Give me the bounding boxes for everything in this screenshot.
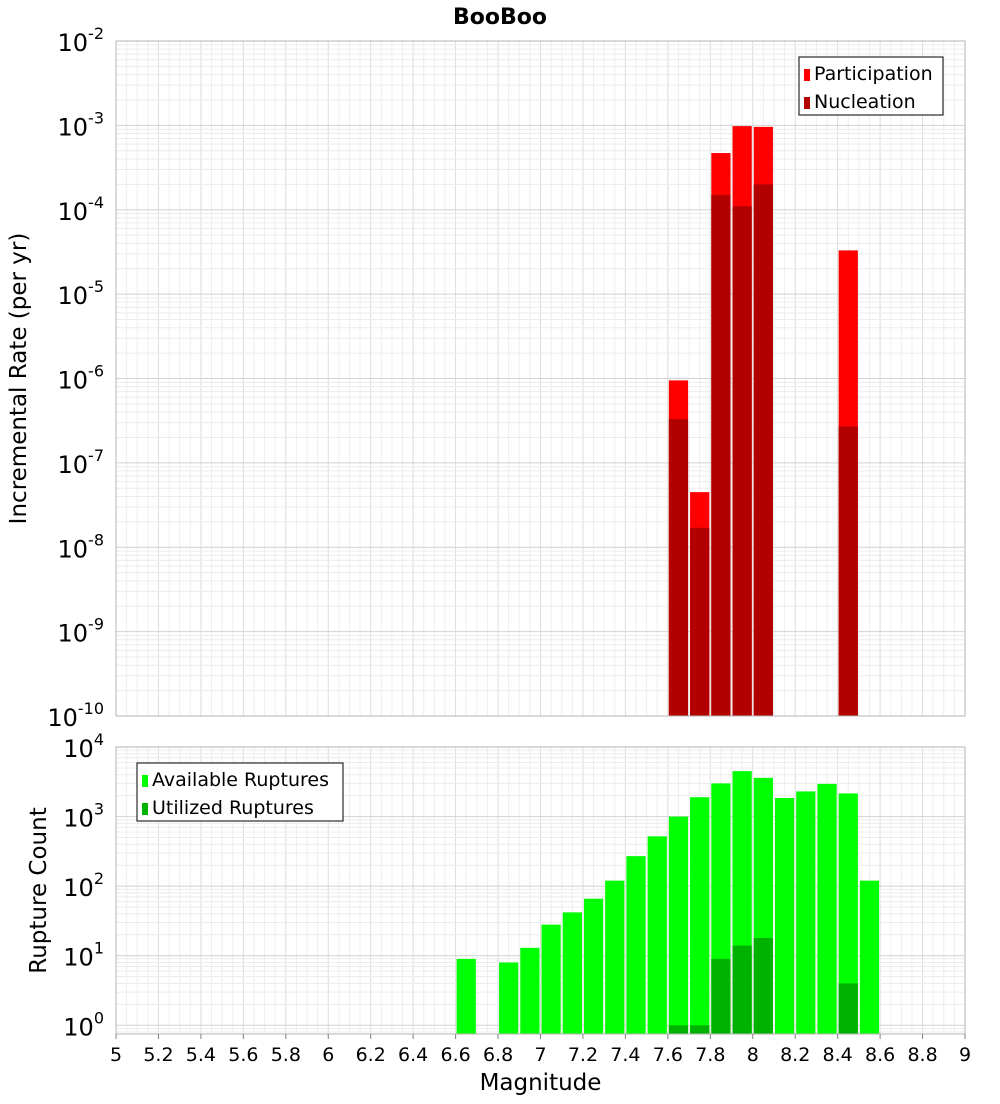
bar-nucleation bbox=[838, 426, 858, 716]
y-tick-label: 100 bbox=[63, 1008, 104, 1041]
x-tick-label: 6.6 bbox=[440, 1044, 470, 1066]
bar-available bbox=[541, 924, 561, 1034]
legend-label: Nucleation bbox=[814, 91, 916, 113]
y-tick-label: 10-8 bbox=[58, 530, 105, 563]
y-tick-label: 101 bbox=[63, 939, 104, 972]
legend-swatch bbox=[804, 69, 810, 81]
y-tick-label: 10-2 bbox=[58, 24, 105, 57]
x-tick-label: 5.2 bbox=[143, 1044, 173, 1066]
x-tick-label: 7.4 bbox=[610, 1044, 640, 1066]
legend-swatch bbox=[804, 97, 810, 109]
legend-swatch bbox=[142, 775, 148, 787]
bar-available bbox=[499, 962, 519, 1034]
y-tick-label: 10-7 bbox=[58, 446, 105, 479]
bar-utilized bbox=[753, 937, 773, 1034]
x-tick-label: 6.4 bbox=[398, 1044, 428, 1066]
bar-available bbox=[605, 880, 625, 1034]
y-tick-label: 10-4 bbox=[58, 193, 105, 226]
bar-available bbox=[838, 793, 858, 1034]
bar-nucleation bbox=[668, 419, 689, 716]
bar-available bbox=[583, 898, 604, 1034]
bar-nucleation bbox=[690, 527, 710, 716]
y-tick-label: 10-6 bbox=[58, 362, 105, 395]
y-tick-label: 10-3 bbox=[58, 108, 105, 141]
bar-available bbox=[456, 958, 476, 1034]
x-tick-label: 8 bbox=[747, 1044, 759, 1066]
legend-box bbox=[798, 56, 944, 116]
bar-available bbox=[668, 816, 689, 1034]
bar-utilized bbox=[668, 1025, 689, 1034]
y-tick-label: 10-5 bbox=[58, 277, 105, 310]
y-tick-label: 104 bbox=[63, 730, 104, 763]
x-tick-label: 8.2 bbox=[780, 1044, 810, 1066]
legend-box bbox=[136, 762, 344, 822]
bar-available bbox=[859, 880, 880, 1034]
x-tick-label: 5 bbox=[110, 1044, 122, 1066]
bar-available bbox=[647, 836, 667, 1034]
bar-utilized bbox=[838, 983, 858, 1034]
x-tick-label: 5.4 bbox=[186, 1044, 216, 1066]
x-tick-label: 7.6 bbox=[653, 1044, 683, 1066]
bar-available bbox=[626, 856, 646, 1034]
y-axis-label-count: Rupture Count bbox=[26, 807, 52, 973]
bar-available bbox=[562, 912, 582, 1034]
y-tick-label: 10-10 bbox=[47, 699, 104, 732]
bar-available bbox=[520, 947, 540, 1034]
bar-available bbox=[796, 791, 816, 1034]
chart-title: BooBoo bbox=[453, 5, 547, 30]
bar-available bbox=[817, 783, 837, 1034]
x-tick-label: 5.6 bbox=[228, 1044, 258, 1066]
bar-nucleation bbox=[732, 206, 752, 716]
bar-nucleation bbox=[711, 194, 731, 716]
bar-utilized bbox=[690, 1025, 710, 1034]
x-tick-label: 5.8 bbox=[271, 1044, 301, 1066]
x-tick-label: 6.2 bbox=[356, 1044, 386, 1066]
bar-utilized bbox=[711, 958, 731, 1034]
legend-label: Utilized Ruptures bbox=[152, 797, 314, 819]
bar-nucleation bbox=[753, 184, 773, 717]
y-tick-label: 10-9 bbox=[58, 615, 105, 648]
bar-available bbox=[690, 797, 710, 1034]
legend-swatch bbox=[142, 803, 148, 815]
legend-label: Participation bbox=[814, 63, 933, 85]
x-tick-label: 9 bbox=[959, 1044, 971, 1066]
x-tick-label: 8.4 bbox=[823, 1044, 853, 1066]
y-tick-label: 103 bbox=[63, 800, 104, 833]
x-tick-label: 7.8 bbox=[695, 1044, 725, 1066]
x-tick-label: 8.6 bbox=[865, 1044, 895, 1066]
x-tick-label: 6.8 bbox=[483, 1044, 513, 1066]
x-tick-label: 8.8 bbox=[907, 1044, 937, 1066]
bar-utilized bbox=[732, 945, 752, 1034]
plot-border-0 bbox=[115, 40, 966, 717]
x-tick-label: 6 bbox=[322, 1044, 334, 1066]
y-tick-label: 102 bbox=[63, 869, 104, 902]
bar-available bbox=[774, 797, 795, 1034]
x-tick-label: 7 bbox=[534, 1044, 546, 1066]
x-axis-label: Magnitude bbox=[480, 1070, 602, 1096]
x-tick-label: 7.2 bbox=[568, 1044, 598, 1066]
legend-label: Available Ruptures bbox=[152, 769, 329, 791]
y-axis-label-rate: Incremental Rate (per yr) bbox=[6, 233, 32, 525]
